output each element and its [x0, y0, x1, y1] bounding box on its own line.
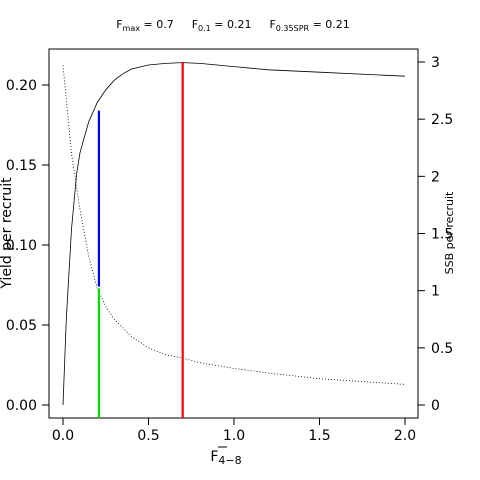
y-right-tick-label: 0.5: [431, 341, 453, 357]
ssb-per-recruit-line: [62, 65, 406, 385]
x-tick-label: 0.5: [137, 428, 159, 444]
title-fmax-val: = 0.7: [140, 18, 174, 31]
y-left-tick-label: 0.05: [6, 318, 37, 334]
title-fmax-sub: max: [123, 24, 141, 33]
x-tick-label: 0.0: [52, 428, 74, 444]
x-axis-label: F4−8: [210, 449, 241, 467]
y-right-tick-label: 3: [431, 55, 440, 71]
y-axis-left-label: Yield per recruit: [0, 177, 15, 290]
y-axis-left: 0.00 0.05 0.10 0.15 0.20: [6, 78, 49, 414]
title-f01-val: = 0.21: [211, 18, 252, 31]
title-f01-sub: 0.1: [198, 24, 211, 33]
x-axis-label-sub: 4−8: [218, 454, 241, 467]
plot-frame: [48, 48, 419, 419]
y-right-tick-label: 0: [431, 398, 440, 414]
x-axis: 0.0 0.5 1.0 1.5 2.0: [52, 418, 416, 444]
y-axis-right: 0 0.5 1 1.5 2 2.5 3: [418, 55, 453, 414]
y-right-tick-label: 1: [431, 284, 440, 300]
title-f01-sym: F: [192, 18, 198, 31]
title-fspr-sub: 0.35SPR: [276, 24, 310, 33]
chart-title: Fmax = 0.7 F0.1 = 0.21 F0.35SPR = 0.21: [116, 18, 350, 33]
x-tick-label: 1.0: [223, 428, 245, 444]
x-tick-label: 1.5: [308, 428, 330, 444]
yield-per-recruit-line: [62, 62, 406, 406]
y-right-tick-label: 2: [431, 169, 440, 185]
x-axis-label-main: F: [210, 449, 218, 465]
y-left-tick-label: 0.00: [6, 398, 37, 414]
y-left-tick-label: 0.10: [6, 238, 37, 254]
y-right-tick-label: 2.5: [431, 112, 453, 128]
series-layer: [62, 62, 406, 406]
y-right-tick-label: 1.5: [431, 227, 453, 243]
y-axis-right-label: SSB per recruit: [443, 191, 456, 274]
y-left-tick-label: 0.20: [6, 78, 37, 94]
title-fspr-sym: F: [269, 18, 275, 31]
y-left-tick-label: 0.15: [6, 158, 37, 174]
x-tick-label: 2.0: [394, 428, 416, 444]
reference-lines: [97, 62, 184, 418]
title-fmax-sym: F: [116, 18, 122, 31]
title-fspr-val: = 0.21: [309, 18, 350, 31]
